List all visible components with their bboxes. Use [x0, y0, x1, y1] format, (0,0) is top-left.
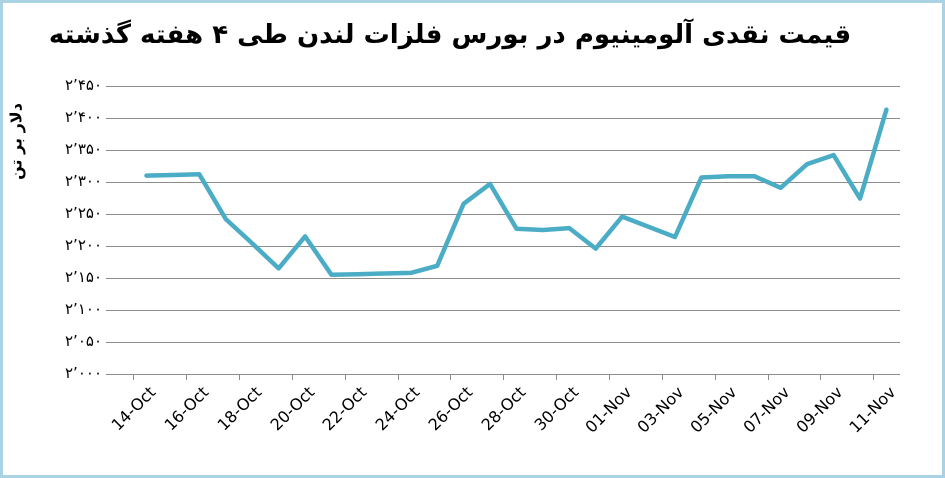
gridline — [114, 214, 900, 215]
x-axis-tick — [344, 374, 346, 380]
y-axis-tick — [106, 278, 114, 279]
y-axis-tick — [106, 150, 114, 151]
y-tick-label: ۲٬۳۰۰ — [65, 172, 102, 190]
x-axis-tick — [503, 374, 505, 380]
gridline — [114, 246, 900, 247]
x-axis-tick — [450, 374, 452, 380]
x-tick-label: 07-Nov — [739, 382, 794, 437]
x-tick-label: 30-Oct — [530, 382, 583, 435]
y-axis-tick — [106, 246, 114, 247]
y-axis-tick — [106, 374, 114, 375]
gridline — [114, 310, 900, 311]
y-tick-label: ۲٬۴۵۰ — [65, 76, 102, 94]
x-tick-label: 22-Oct — [318, 382, 371, 435]
x-tick-label: 24-Oct — [371, 382, 424, 435]
x-tick-label: 05-Nov — [686, 382, 741, 437]
y-tick-label: ۲٬۱۰۰ — [65, 300, 102, 318]
x-axis-tick — [556, 374, 558, 380]
gridline — [114, 374, 900, 375]
x-tick-label: 14-Oct — [107, 382, 160, 435]
x-tick-label: 20-Oct — [266, 382, 318, 435]
gridline — [114, 182, 900, 183]
gridline — [114, 342, 900, 343]
y-tick-label: ۲٬۱۵۰ — [65, 268, 102, 286]
y-axis-tick — [106, 86, 114, 87]
y-axis-tick — [106, 118, 114, 119]
x-tick-label: 09-Nov — [792, 382, 847, 437]
x-axis-tick — [608, 374, 610, 380]
y-tick-label: ۲٬۲۵۰ — [65, 204, 102, 222]
gridline — [114, 278, 900, 279]
y-axis-tick — [106, 214, 114, 215]
x-tick-label: 11-Nov — [845, 382, 900, 437]
x-tick-label: 01-Nov — [580, 382, 635, 437]
x-axis-tick — [661, 374, 663, 380]
x-axis-tick — [133, 374, 135, 380]
gridline — [114, 86, 900, 87]
x-axis-tick — [291, 374, 293, 380]
gridline — [114, 118, 900, 119]
x-axis-tick — [397, 374, 399, 380]
y-tick-label: ۲٬۰۵۰ — [65, 332, 102, 350]
x-axis-tick — [714, 374, 716, 380]
y-tick-label: ۲٬۴۰۰ — [65, 108, 102, 126]
x-tick-label: 28-Oct — [477, 382, 530, 435]
x-axis-tick — [873, 374, 875, 380]
gridline — [114, 150, 900, 151]
x-axis-tick — [186, 374, 188, 380]
y-tick-label: ۲٬۳۵۰ — [65, 140, 102, 158]
y-axis-tick — [106, 342, 114, 343]
x-axis-tick — [239, 374, 240, 380]
price-line — [144, 107, 889, 278]
y-axis-title: دلار بر تن — [6, 103, 26, 180]
x-tick-label: 18-Oct — [213, 382, 266, 435]
y-tick-label: ۲٬۲۰۰ — [65, 236, 102, 254]
y-tick-label: ۲٬۰۰۰ — [65, 364, 102, 382]
x-axis-tick — [820, 374, 822, 380]
y-axis-tick — [106, 310, 114, 311]
x-tick-label: 26-Oct — [424, 382, 477, 435]
x-tick-label: 03-Nov — [633, 382, 688, 437]
x-axis-tick — [767, 374, 769, 380]
x-tick-label: 16-Oct — [160, 382, 213, 435]
chart-title: قیمت نقدی آلومینیوم در بورس فلزات لندن ط… — [48, 20, 852, 50]
y-axis-tick — [106, 182, 114, 183]
